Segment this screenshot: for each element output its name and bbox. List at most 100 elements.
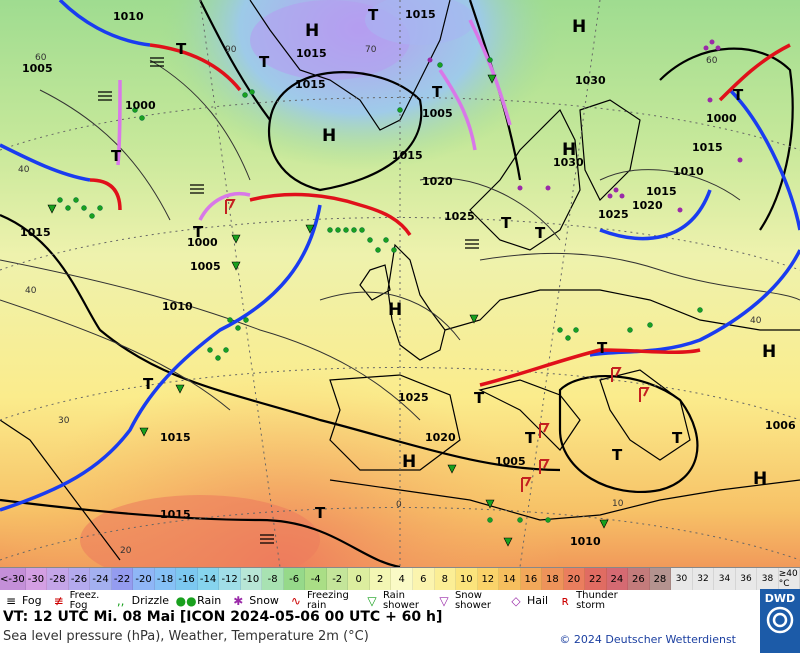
shower-symbols — [47, 74, 609, 547]
rain-symbols — [57, 57, 703, 523]
legend-freezing-rain: ∿ Freezing rain — [285, 591, 355, 611]
low-center: T — [193, 223, 204, 241]
temperature-label: 60 — [706, 56, 718, 66]
legend-snow: ✱ Snow — [227, 594, 279, 608]
pressure-label: 1010 — [570, 535, 601, 548]
temperature-scale-cell: 36 — [735, 568, 758, 590]
fog-symbols — [98, 57, 479, 544]
temperature-scale-cell: -2 — [326, 568, 349, 590]
pressure-label: 1025 — [598, 208, 629, 221]
temperature-scale-cell: -12 — [219, 568, 241, 590]
high-center: H — [572, 17, 586, 37]
temperature-scale-cell: 34 — [714, 568, 736, 590]
map-description: Sea level pressure (hPa), Weather, Tempe… — [3, 629, 369, 644]
legend-hail: ◇ Hail — [505, 594, 548, 608]
pressure-label: 1010 — [673, 165, 704, 178]
low-center: T — [432, 83, 443, 101]
temperature-scale-cell: 38 — [757, 568, 779, 590]
legend-snow-shower: ▽ Snow shower — [433, 591, 499, 611]
pressure-label: 1015 — [692, 141, 723, 154]
coastlines — [0, 0, 800, 561]
low-center: T — [143, 375, 154, 393]
temperature-label: 40 — [25, 286, 37, 296]
pressure-label: 1010 — [162, 300, 193, 313]
weather-map: 1010 1015 1005 1000 1015 1005 1015 1000 … — [0, 0, 800, 567]
temperature-scale-cell: 6 — [413, 568, 435, 590]
temperature-scale-cell: 28 — [649, 568, 672, 590]
temperature-label: 90 — [225, 45, 237, 55]
temperature-scale-cell: -26 — [68, 568, 91, 590]
pressure-label: 1005 — [422, 107, 453, 120]
legend-freezing-fog: ≢ Freez. Fog — [48, 591, 104, 611]
pressure-label: 1005 — [495, 455, 526, 468]
rain-icon: ●● — [175, 594, 197, 608]
high-center: H — [322, 126, 336, 146]
valid-time: VT: 12 UTC Mi. 08 Mai [ICON 2024-05-06 0… — [3, 609, 443, 625]
fog-icon: ≡ — [5, 594, 17, 608]
pressure-label: 1010 — [113, 10, 144, 23]
pressure-label: 1015 — [405, 8, 436, 21]
temperature-label: 10 — [612, 499, 624, 509]
temperature-scale-cell: 32 — [692, 568, 715, 590]
pressure-label: 1025 — [444, 210, 475, 223]
temperature-scale-cell: -10 — [240, 568, 263, 590]
temperature-scale-cell: -14 — [197, 568, 220, 590]
temperature-scale-cell: -4 — [305, 568, 327, 590]
low-center: T — [315, 504, 326, 522]
pressure-label: 1025 — [398, 391, 429, 404]
hail-icon: ◇ — [511, 594, 521, 608]
pressure-label: 1015 — [20, 226, 51, 239]
low-center: T — [597, 339, 608, 357]
occlusion-fronts — [116, 19, 512, 221]
temperature-scale-cell: 30 — [671, 568, 693, 590]
copyright: © 2024 Deutscher Wetterdienst — [559, 633, 736, 646]
pressure-label: 1015 — [160, 508, 191, 521]
dwd-swirl-icon — [766, 606, 794, 634]
temperature-scale-cell: 16 — [520, 568, 543, 590]
temperature-label: 70 — [365, 45, 377, 55]
legend-fog: ≡ Fog — [0, 594, 42, 608]
legend-rain-shower: ▽ Rain shower — [361, 591, 427, 611]
temperature-scale-cell: -22 — [111, 568, 134, 590]
snow-shower-icon: ▽ — [439, 594, 449, 608]
temperature-label: 60 — [35, 53, 47, 63]
pressure-label: 1005 — [22, 62, 53, 75]
temperature-label: 30 — [58, 416, 70, 426]
temperature-scale-cell: -20 — [133, 568, 155, 590]
temperature-label: 20 — [120, 546, 132, 556]
pressure-label: 1030 — [575, 74, 606, 87]
temperature-scale-cell: 4 — [391, 568, 413, 590]
pressure-label: 1015 — [296, 47, 327, 60]
temperature-scale-cell: 26 — [628, 568, 650, 590]
thunderstorm-symbols — [225, 199, 650, 492]
temperature-scale-cell: -24 — [90, 568, 112, 590]
weather-legend: ≡ Fog ≢ Freez. Fog ,, Drizzle ●● Rain ✱ Snow … — [0, 590, 760, 612]
pressure-label: 1015 — [160, 431, 191, 444]
freezing-rain-icon: ∿ — [290, 594, 301, 608]
temperature-labels: 60 40 40 30 20 90 70 0 10 60 40 — [18, 45, 762, 556]
temperature-scale-cell: <-30 — [0, 568, 26, 590]
rain-shower-icon: ▽ — [367, 594, 377, 608]
low-center: T — [368, 6, 379, 24]
thin-isobars — [0, 59, 800, 421]
dwd-logo: DWD — [760, 589, 800, 653]
temperature-label: 40 — [18, 165, 30, 175]
pressure-label: 1015 — [646, 185, 677, 198]
low-pressure-centers: T T T T T T T T T T T T T T T T — [111, 6, 744, 522]
temperature-scale-cell: 12 — [477, 568, 500, 590]
temperature-scale-cell: 0 — [348, 568, 370, 590]
thunderstorm-icon: ʀ — [561, 594, 569, 608]
high-center: H — [762, 342, 776, 362]
high-center: H — [402, 452, 416, 472]
temperature-scale-cell: -28 — [47, 568, 69, 590]
low-center: T — [474, 389, 485, 407]
low-center: T — [259, 53, 270, 71]
low-center: T — [501, 214, 512, 232]
temperature-scale-cell: 22 — [585, 568, 607, 590]
temperature-label: 40 — [750, 316, 762, 326]
pressure-label: 1020 — [425, 431, 456, 444]
temperature-scale-cell: 18 — [542, 568, 564, 590]
pressure-label: 1000 — [187, 236, 218, 249]
temperature-scale-cell: 8 — [434, 568, 457, 590]
temperature-label: 0 — [396, 500, 402, 510]
